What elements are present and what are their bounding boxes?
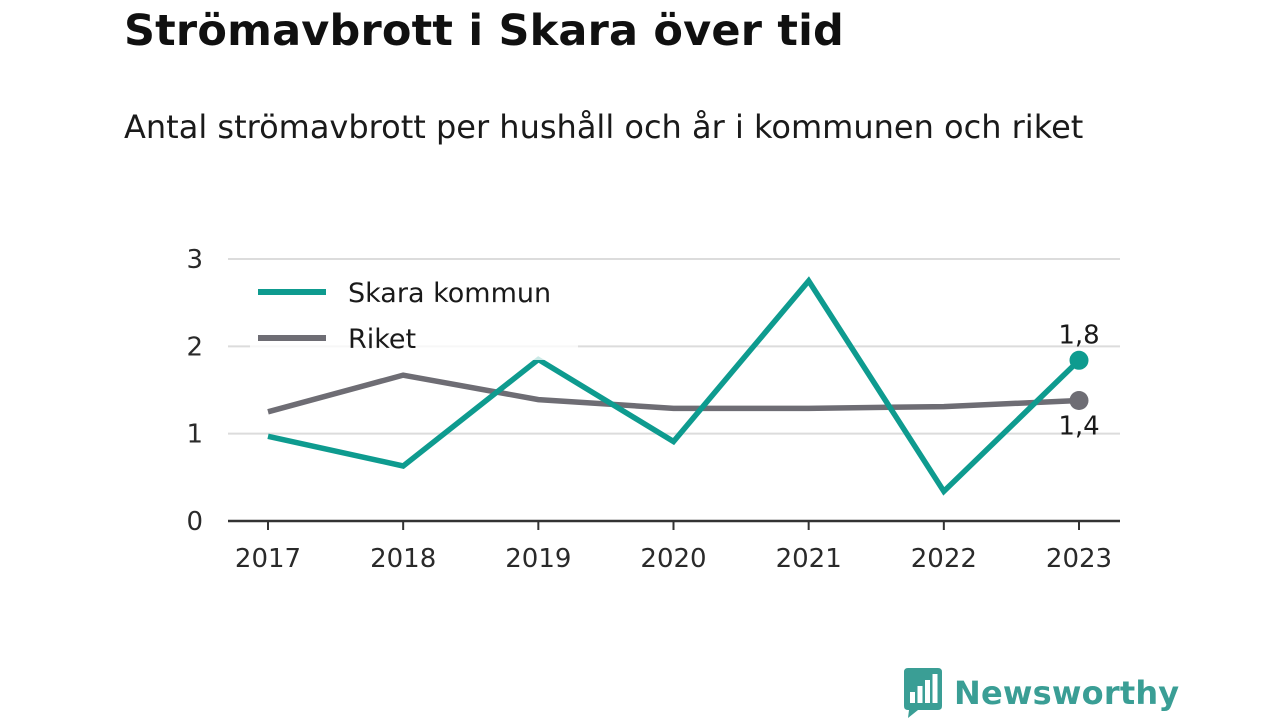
brand-logo: Newsworthy	[902, 668, 1179, 718]
x-tick-2017: 2017	[235, 544, 301, 574]
y-tick-2: 2	[186, 332, 203, 362]
end-marker-skara-kommun	[1069, 350, 1089, 370]
data-label-skara-kommun: 1,8	[1058, 320, 1099, 350]
y-axis-ticks: 0 1 2 3	[186, 245, 203, 537]
x-axis: 2017 2018 2019 2020 2021 2022 2023	[228, 519, 1120, 574]
x-tick-2019: 2019	[505, 544, 571, 574]
bar-chart-speech-bubble-icon	[904, 668, 942, 718]
legend-background	[250, 270, 578, 360]
x-tick-2022: 2022	[911, 544, 977, 574]
series-line-skara-kommun	[267, 276, 1081, 496]
legend-label-riket: Riket	[348, 324, 416, 355]
end-marker-riket	[1069, 390, 1089, 410]
y-tick-0: 0	[186, 507, 203, 537]
series-line-riket	[267, 372, 1080, 415]
end-markers: 1,8 1,4	[1058, 320, 1099, 441]
brand-name: Newsworthy	[954, 674, 1180, 712]
x-tick-2021: 2021	[776, 544, 842, 574]
series-lines	[267, 276, 1081, 496]
legend: Skara kommun Riket	[250, 270, 578, 360]
x-tick-2018: 2018	[370, 544, 436, 574]
chart-subtitle: Antal strömavbrott per hushåll och år i …	[124, 108, 1084, 146]
data-label-riket: 1,4	[1058, 411, 1099, 441]
y-tick-1: 1	[186, 420, 203, 450]
legend-label-skara-kommun: Skara kommun	[348, 278, 551, 309]
x-tick-2020: 2020	[640, 544, 706, 574]
y-tick-3: 3	[186, 245, 203, 275]
chart-title: Strömavbrott i Skara över tid	[124, 6, 845, 56]
x-tick-2023: 2023	[1046, 544, 1112, 574]
